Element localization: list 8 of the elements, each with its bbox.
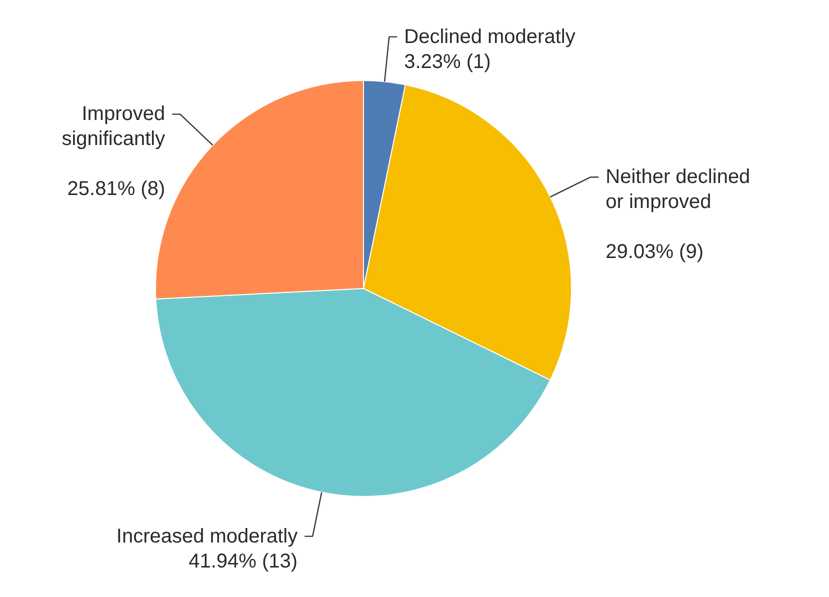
data-label: 25.81% (8): [67, 178, 166, 200]
data-label: 41.94% (13): [188, 550, 298, 572]
slice-label: Increased moderatly: [116, 525, 298, 548]
data-label: 29.03% (9): [606, 241, 704, 264]
slice-label: Improved significantly: [62, 103, 166, 150]
data-label: 3.23% (1): [404, 50, 491, 73]
slice-label: Declined moderatly: [404, 26, 576, 48]
slice-label: Neither declined or improved: [606, 166, 750, 214]
